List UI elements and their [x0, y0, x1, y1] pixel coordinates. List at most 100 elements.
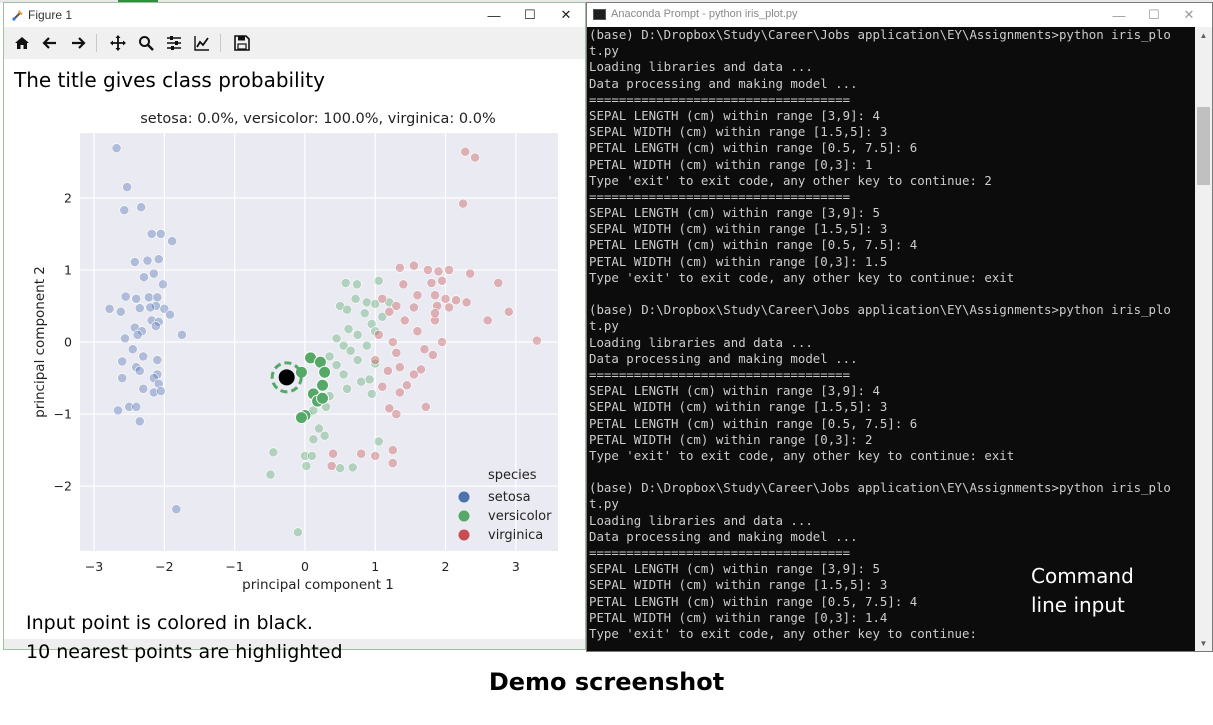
setosa-point [167, 236, 177, 247]
legend-label-setosa: setosa [488, 490, 531, 505]
save-icon [234, 35, 250, 51]
maximize-button[interactable]: ☐ [524, 7, 536, 22]
legend-marker-setosa [458, 491, 470, 503]
x-tick-label: −3 [85, 559, 103, 574]
input-point [278, 369, 295, 386]
versicolor-point [342, 383, 353, 394]
console-line: SEPAL LENGTH (cm) within range [3,9]: 4 [589, 383, 880, 399]
console-window-title: Anaconda Prompt - python iris_plot.py [611, 8, 798, 20]
console-line: =================================== [589, 188, 851, 204]
setosa-point [113, 405, 123, 416]
virginica-point [420, 401, 431, 412]
virginica-point [408, 260, 419, 271]
legend-title: species [488, 468, 537, 483]
versicolor-point [364, 374, 375, 385]
setosa-point [165, 309, 175, 320]
screenshot-caption: Demo screenshot [488, 668, 725, 696]
versicolor-point [338, 369, 349, 380]
virginica-point [437, 275, 447, 286]
console-maximize-button[interactable]: ☐ [1148, 7, 1160, 22]
setosa-point [104, 303, 115, 314]
virginica-point [482, 315, 493, 326]
versicolor-point [342, 304, 353, 315]
virginica-point [391, 409, 402, 419]
console-output[interactable]: (base) D:\Dropbox\Study\Career\Jobs appl… [589, 27, 1195, 651]
console-line: PETAL LENGTH (cm) within range [0.5, 7.5… [589, 593, 918, 609]
virginica-point [440, 293, 451, 304]
versicolor-point [331, 360, 342, 370]
scroll-down-arrow-icon[interactable]: ▼ [1199, 638, 1208, 648]
console-line: SEPAL LENGTH (cm) within range [3,9]: 5 [589, 561, 880, 577]
virginica-point [412, 326, 423, 337]
scroll-up-arrow-icon[interactable]: ▲ [1199, 30, 1208, 40]
nearest-point [318, 365, 332, 379]
console-line: SEPAL WIDTH (cm) within range [1.5,5]: 3 [589, 221, 888, 237]
console-line: PETAL LENGTH (cm) within range [0.5, 7.5… [589, 237, 918, 253]
minimize-button[interactable]: — [487, 7, 501, 23]
console-minimize-button[interactable]: — [1112, 7, 1126, 23]
y-tick-label: −2 [54, 479, 72, 494]
versicolor-point [373, 275, 384, 286]
save-button[interactable] [230, 31, 254, 55]
forward-icon [72, 37, 86, 49]
versicolor-point [307, 450, 317, 461]
virginica-point [394, 362, 405, 373]
virginica-point [377, 293, 388, 304]
console-close-button[interactable]: ✕ [1183, 7, 1195, 22]
setosa-point [129, 257, 140, 267]
console-line: PETAL WIDTH (cm) within range [0,3]: 1 [589, 156, 873, 172]
setosa-point [143, 292, 154, 303]
setosa-point [134, 365, 145, 376]
setosa-point [153, 254, 164, 265]
versicolor-point [265, 469, 276, 480]
edit-axis-button[interactable] [190, 31, 214, 55]
setosa-point [127, 344, 138, 355]
virginica-point [387, 458, 398, 468]
x-tick-label: 3 [512, 559, 520, 574]
virginica-point [408, 369, 419, 380]
console-line: Loading libraries and data ... [589, 59, 813, 75]
forward-button[interactable] [66, 31, 90, 55]
virginica-point [382, 365, 393, 376]
versicolor-point [359, 308, 370, 319]
close-button[interactable]: ✕ [560, 7, 572, 22]
setosa-point [115, 306, 126, 317]
scrollbar-thumb[interactable] [1197, 107, 1210, 185]
virginica-point [326, 461, 337, 471]
virginica-point [391, 347, 402, 358]
y-axis-label: principal component 2 [32, 266, 48, 418]
virginica-point [458, 198, 469, 209]
setosa-point [111, 143, 122, 154]
y-tick-label: 1 [64, 262, 72, 277]
console-scrollbar[interactable]: ▲ ▼ [1195, 27, 1212, 651]
back-button[interactable] [38, 31, 62, 55]
console-line: =================================== [589, 545, 851, 560]
virginica-point [432, 301, 442, 311]
command-label-line-2: line input [1031, 593, 1125, 617]
x-axis-label: principal component 1 [242, 577, 394, 593]
console-line: SEPAL LENGTH (cm) within range [3,9]: 5 [589, 205, 880, 221]
zoom-button[interactable] [134, 31, 158, 55]
setosa-point [131, 401, 142, 412]
setosa-point [138, 383, 149, 394]
legend-marker-versicolor [458, 510, 470, 522]
pan-button[interactable] [106, 31, 130, 55]
setosa-point [155, 228, 166, 239]
virginica-point [408, 302, 419, 313]
virginica-point [430, 315, 440, 326]
versicolor-point [377, 311, 388, 322]
configure-subplots-button[interactable] [162, 31, 186, 55]
configure-subplots-icon [167, 36, 181, 50]
console-line: t.py [589, 318, 619, 334]
x-tick-label: 1 [371, 559, 379, 574]
versicolor-point [293, 527, 303, 538]
versicolor-point [350, 293, 361, 304]
setosa-point [177, 329, 187, 340]
home-button[interactable] [10, 31, 34, 55]
setosa-point [153, 378, 164, 389]
figure-window-title: Figure 1 [28, 8, 73, 22]
setosa-point [152, 355, 163, 365]
taskbar-highlight [118, 0, 158, 3]
pca-scatter-chart[interactable]: −3 −2 −1 0 1 2 3 −2 −1 0 1 2 setosa: 0.0%, versicol… [4, 59, 585, 639]
virginica-point [427, 350, 438, 360]
